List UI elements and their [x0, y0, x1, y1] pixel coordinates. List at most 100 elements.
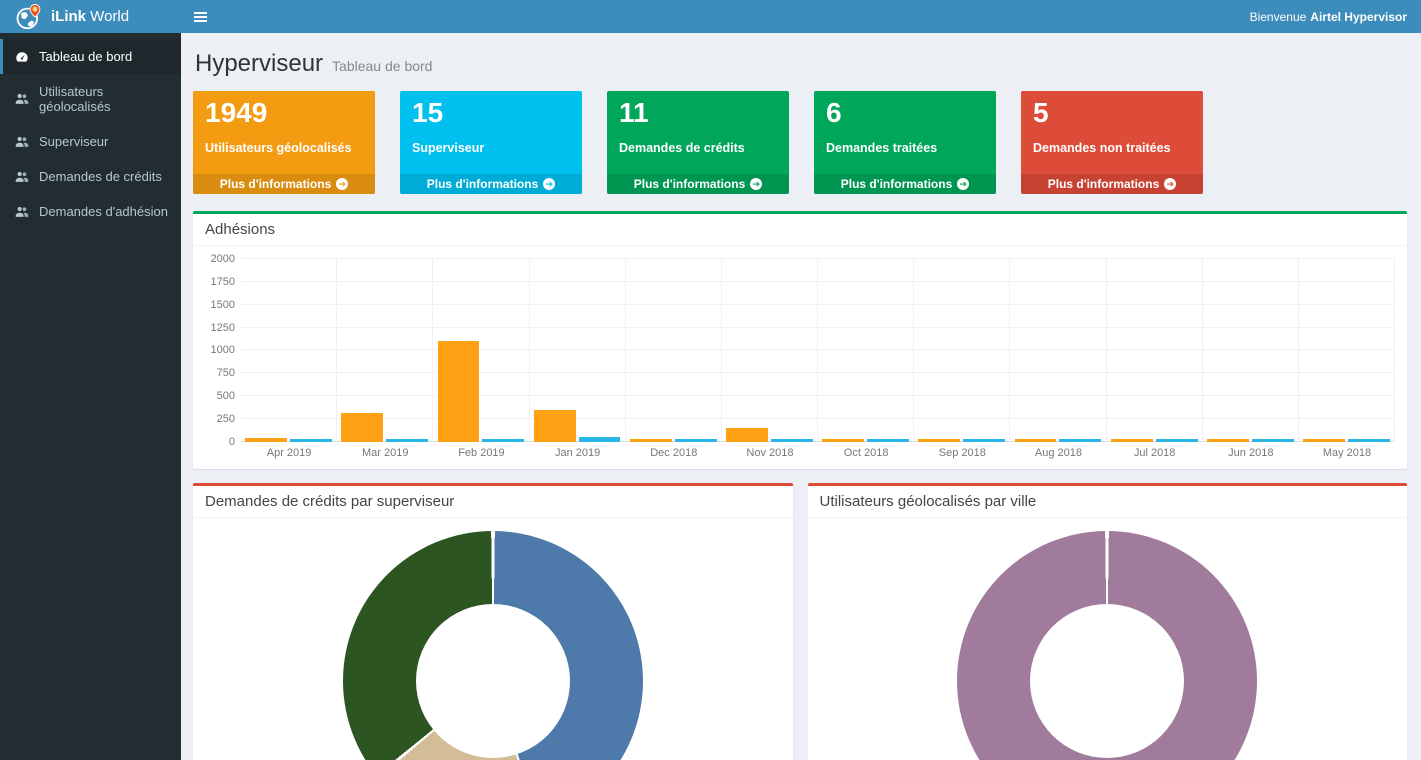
more-info-link[interactable]: Plus d'informations ➔ — [193, 174, 375, 194]
x-tick-label: Oct 2018 — [843, 447, 889, 459]
stat-value: 5 — [1033, 97, 1049, 128]
villes-donut-chart — [957, 531, 1258, 760]
stat-card-body: 15 Superviseur — [400, 91, 582, 174]
sidebar-item-utilisateurs-g-olocalis-s[interactable]: Utilisateurs géolocalisés — [0, 74, 181, 124]
bar-group-jul-2018 — [1107, 259, 1203, 442]
bar-group-may-2018 — [1299, 259, 1396, 442]
x-tick-label: Aug 2018 — [1034, 447, 1083, 459]
top-navbar: $ iLink World Bienvenue Airtel Hypervisor — [0, 0, 1421, 33]
stat-label: Utilisateurs géolocalisés — [205, 141, 352, 155]
more-info-link[interactable]: Plus d'informations ➔ — [607, 174, 789, 194]
adhesions-orange-bar — [822, 439, 865, 442]
more-info-link[interactable]: Plus d'informations ➔ — [400, 174, 582, 194]
arrow-circle-right-icon: ➔ — [750, 178, 763, 190]
sidebar-item-label: Tableau de bord — [39, 49, 133, 64]
stat-card-body: 11 Demandes de crédits — [607, 91, 789, 174]
bar-group-feb-2019 — [433, 259, 530, 442]
bar-group-sep-2018 — [914, 259, 1011, 442]
stat-value: 15 — [412, 97, 444, 128]
credits-donut-box: Demandes de crédits par superviseur — [193, 483, 793, 760]
arrow-circle-right-icon: ➔ — [543, 178, 556, 190]
donut-charts-row: Demandes de crédits par superviseur Util… — [193, 483, 1407, 760]
hamburger-icon — [193, 10, 207, 24]
stat-card-demandes-de-cr-dits: 11 Demandes de crédits Plus d'informations… — [607, 91, 789, 194]
adhesions-orange-bar — [1206, 439, 1249, 442]
users-icon — [15, 205, 30, 219]
x-tick-label: May 2018 — [1322, 447, 1372, 459]
x-tick-label: Jan 2019 — [554, 447, 601, 459]
page-header: Hyperviseur Tableau de bord — [195, 50, 1407, 78]
adhesions-blue-bar — [386, 439, 429, 442]
bar-group-nov-2018 — [722, 259, 819, 442]
sidebar-toggle-button[interactable] — [181, 0, 219, 33]
stat-value: 11 — [619, 97, 649, 128]
users-icon — [15, 170, 30, 184]
adhesions-blue-bar — [578, 437, 621, 442]
bar-plot-area: 0 250 500 750 1000 1250 1500 1750 2000 — [211, 253, 1396, 448]
more-info-link[interactable]: Plus d'informations ➔ — [1021, 174, 1203, 194]
adhesions-blue-bar — [1155, 439, 1198, 442]
x-tick-label: Sep 2018 — [938, 447, 986, 459]
sidebar-item-superviseur[interactable]: Superviseur — [0, 124, 181, 159]
villes-donut-title: Utilisateurs géolocalisés par ville — [807, 486, 1407, 518]
bar-x-axis-labels: Apr 2019 Mar 2019 Feb 2019 Jan 2019 Dec 2018… — [205, 447, 1395, 459]
adhesions-blue-bar — [674, 439, 717, 442]
adhesions-orange-bar — [341, 413, 384, 442]
sidebar-item-tableau-de-bord[interactable]: Tableau de bord — [0, 39, 181, 74]
more-info-link[interactable]: Plus d'informations ➔ — [814, 174, 996, 194]
y-tick-label: 1250 — [210, 322, 235, 334]
stat-card-utilisateurs-g-olocalis-s: 1949 Utilisateurs géolocalisés Plus d'info… — [193, 91, 375, 194]
sidebar: Tableau de bord Utilisateurs géolocalisés… — [0, 33, 181, 760]
sidebar-item-label: Demandes de crédits — [39, 169, 162, 184]
adhesions-orange-bar — [726, 428, 768, 442]
dashboard-icon — [15, 50, 30, 64]
stat-label: Superviseur — [412, 141, 485, 155]
adhesions-blue-bar — [963, 439, 1006, 442]
adhesions-blue-bar — [1347, 439, 1390, 442]
adhesions-orange-bar — [437, 341, 480, 442]
adhesions-orange-bar — [629, 439, 672, 442]
bar-group-aug-2018 — [1010, 259, 1107, 442]
bar-group-jan-2019 — [530, 259, 626, 442]
sidebar-item-demandes-de-cr-dits[interactable]: Demandes de crédits — [0, 159, 181, 194]
x-tick-label: Jun 2018 — [1228, 447, 1274, 459]
adhesions-blue-bar — [290, 439, 332, 442]
y-tick-label: 1500 — [210, 299, 235, 311]
stat-label: Demandes de crédits — [619, 141, 745, 155]
bar-group-oct-2018 — [818, 259, 915, 442]
x-tick-label: Nov 2018 — [746, 447, 794, 459]
sidebar-item-demandes-d-adh-sion[interactable]: Demandes d'adhésion — [0, 194, 181, 229]
adhesions-orange-bar — [918, 439, 961, 442]
y-tick-label: 0 — [228, 436, 235, 448]
y-tick-label: 750 — [216, 367, 235, 379]
main-content: Hyperviseur Tableau de bord 1949 Utilisat… — [181, 0, 1421, 760]
y-tick-label: 1750 — [210, 276, 235, 288]
adhesions-chart-box: Adhésions 0 250 500 750 1000 1250 1500 1750 2000… — [193, 211, 1407, 469]
x-tick-label: Jul 2018 — [1133, 447, 1176, 459]
stat-label: Demandes traitées — [826, 141, 938, 155]
adhesions-blue-bar — [770, 439, 813, 442]
stat-card-demandes-non-trait-es: 5 Demandes non traitées Plus d'information… — [1021, 91, 1203, 194]
stat-card-body: 6 Demandes traitées — [814, 91, 996, 174]
brand-name: iLink World — [51, 8, 130, 25]
bar-group-dec-2018 — [626, 259, 722, 442]
arrow-circle-right-icon: ➔ — [1164, 178, 1177, 190]
x-tick-label: Mar 2019 — [362, 447, 409, 459]
y-tick-label: 500 — [216, 390, 235, 402]
breadcrumb: Tableau de bord — [332, 58, 433, 74]
stat-value: 1949 — [205, 97, 268, 128]
sidebar-item-label: Demandes d'adhésion — [39, 204, 168, 219]
brand-link[interactable]: $ iLink World — [0, 0, 181, 33]
adhesions-orange-bar — [1303, 439, 1345, 442]
arrow-circle-right-icon: ➔ — [957, 178, 970, 190]
bar-group-jun-2018 — [1203, 259, 1299, 442]
adhesions-orange-bar — [533, 410, 576, 442]
sidebar-menu: Tableau de bord Utilisateurs géolocalisés… — [0, 39, 181, 229]
adhesions-chart: 0 250 500 750 1000 1250 1500 1750 2000 Apr 2019 M… — [193, 246, 1407, 469]
users-icon — [15, 92, 30, 106]
villes-donut-box: Utilisateurs géolocalisés par ville — [807, 483, 1407, 760]
welcome-message: Bienvenue Airtel Hypervisor — [1249, 9, 1407, 24]
adhesions-blue-bar — [1059, 439, 1102, 442]
globe-pin-dollar-icon: $ — [14, 3, 42, 31]
stat-card-superviseur: 15 Superviseur Plus d'informations ➔ — [400, 91, 582, 194]
